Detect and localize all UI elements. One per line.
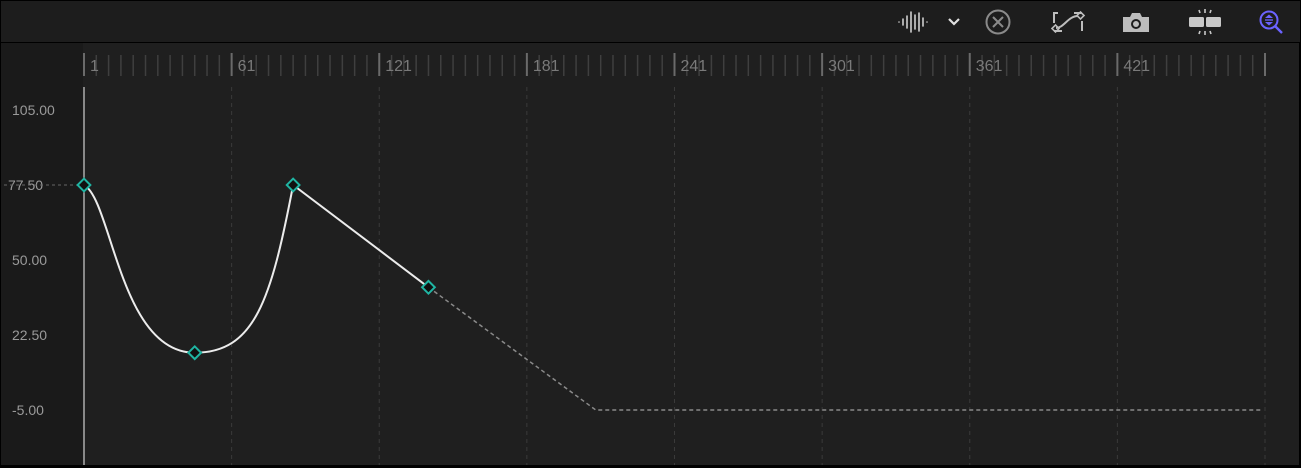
audio-waveform-icon[interactable] — [894, 7, 934, 37]
snapshot-camera-icon[interactable] — [1119, 7, 1153, 37]
clear-curves-icon[interactable] — [981, 7, 1015, 37]
toolbar — [1, 1, 1300, 43]
keyframe[interactable] — [285, 177, 301, 193]
zoom-to-fit-icon[interactable] — [1255, 7, 1287, 37]
ruler-label: 241 — [681, 58, 708, 75]
ruler-label: 361 — [976, 58, 1003, 75]
grid-lines — [231, 87, 1266, 465]
value-axis-background — [1, 43, 83, 465]
value-axis: 105.00 77.50 50.00 22.50 -5.00 — [4, 102, 80, 418]
curve-graph[interactable]: 1 61 121 181 241 301 361 421 105.00 77.50 50.00 22… — [0, 43, 1301, 468]
ruler-label: 301 — [828, 58, 855, 75]
fit-frames-icon[interactable] — [1185, 7, 1225, 37]
keyframe[interactable] — [420, 279, 437, 296]
ruler-label: 181 — [533, 58, 560, 75]
curve-interpolation-icon[interactable] — [1049, 7, 1087, 37]
animation-curve[interactable] — [76, 177, 1263, 411]
chevron-down-icon[interactable] — [943, 7, 965, 37]
keyframe[interactable] — [186, 344, 203, 361]
ruler-label: 121 — [385, 58, 412, 75]
value-axis-label: -5.00 — [12, 402, 44, 418]
value-axis-label: 105.00 — [12, 102, 55, 118]
ruler-label: 61 — [238, 58, 256, 75]
value-axis-label: 50.00 — [12, 252, 47, 268]
value-axis-label: 77.50 — [8, 177, 43, 193]
value-axis-label: 22.50 — [12, 327, 47, 343]
ruler-label: 421 — [1123, 58, 1150, 75]
keyframe[interactable] — [76, 177, 92, 193]
ruler-label: 1 — [90, 58, 99, 75]
timeline-ruler[interactable]: 1 61 121 181 241 301 361 421 — [83, 53, 1266, 76]
extrapolation-line — [428, 286, 1263, 411]
